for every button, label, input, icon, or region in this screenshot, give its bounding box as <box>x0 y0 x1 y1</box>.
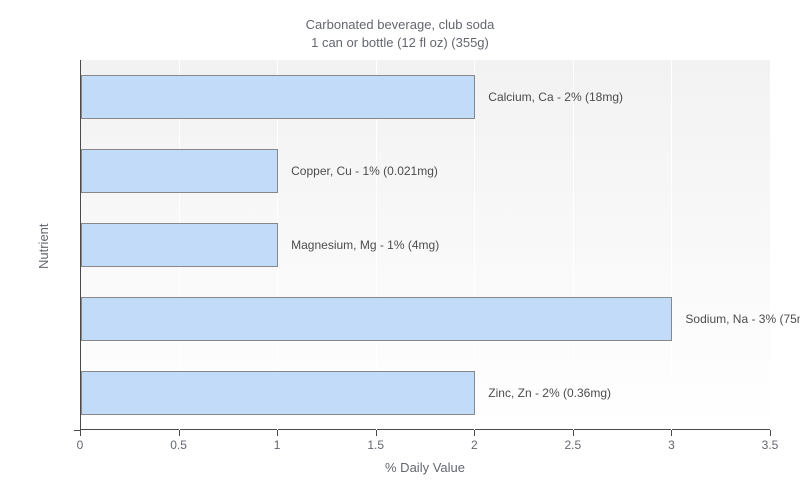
x-tick <box>573 430 574 436</box>
x-tick-label: 2.5 <box>565 438 582 452</box>
x-tick-label: 3.5 <box>762 438 779 452</box>
x-tick <box>179 430 180 436</box>
bar-label: Calcium, Ca - 2% (18mg) <box>488 90 623 104</box>
x-axis-label: % Daily Value <box>80 460 770 475</box>
chart-title-line1: Carbonated beverage, club soda <box>0 16 800 34</box>
x-tick-label: 0 <box>77 438 84 452</box>
x-tick <box>376 430 377 436</box>
bar-label: Sodium, Na - 3% (75mg) <box>685 312 800 326</box>
chart-title-line2: 1 can or bottle (12 fl oz) (355g) <box>0 34 800 52</box>
bar <box>81 371 475 415</box>
x-tick-label: 0.5 <box>170 438 187 452</box>
gridline <box>573 60 574 430</box>
x-tick <box>770 430 771 436</box>
x-tick <box>474 430 475 436</box>
bar <box>81 223 278 267</box>
y-axis-label: Nutrient <box>36 223 51 269</box>
x-tick <box>671 430 672 436</box>
bar <box>81 75 475 119</box>
bar-label: Zinc, Zn - 2% (0.36mg) <box>488 386 611 400</box>
bar <box>81 297 672 341</box>
y-tick <box>74 430 80 431</box>
gridline <box>770 60 771 430</box>
bar-label: Magnesium, Mg - 1% (4mg) <box>291 238 439 252</box>
bar <box>81 149 278 193</box>
nutrient-chart: Carbonated beverage, club soda 1 can or … <box>0 0 800 500</box>
x-tick <box>277 430 278 436</box>
x-tick-label: 1.5 <box>367 438 384 452</box>
x-tick-label: 1 <box>274 438 281 452</box>
bar-label: Copper, Cu - 1% (0.021mg) <box>291 164 438 178</box>
gridline <box>671 60 672 430</box>
x-tick <box>80 430 81 436</box>
x-tick-label: 3 <box>668 438 675 452</box>
x-tick-label: 2 <box>471 438 478 452</box>
